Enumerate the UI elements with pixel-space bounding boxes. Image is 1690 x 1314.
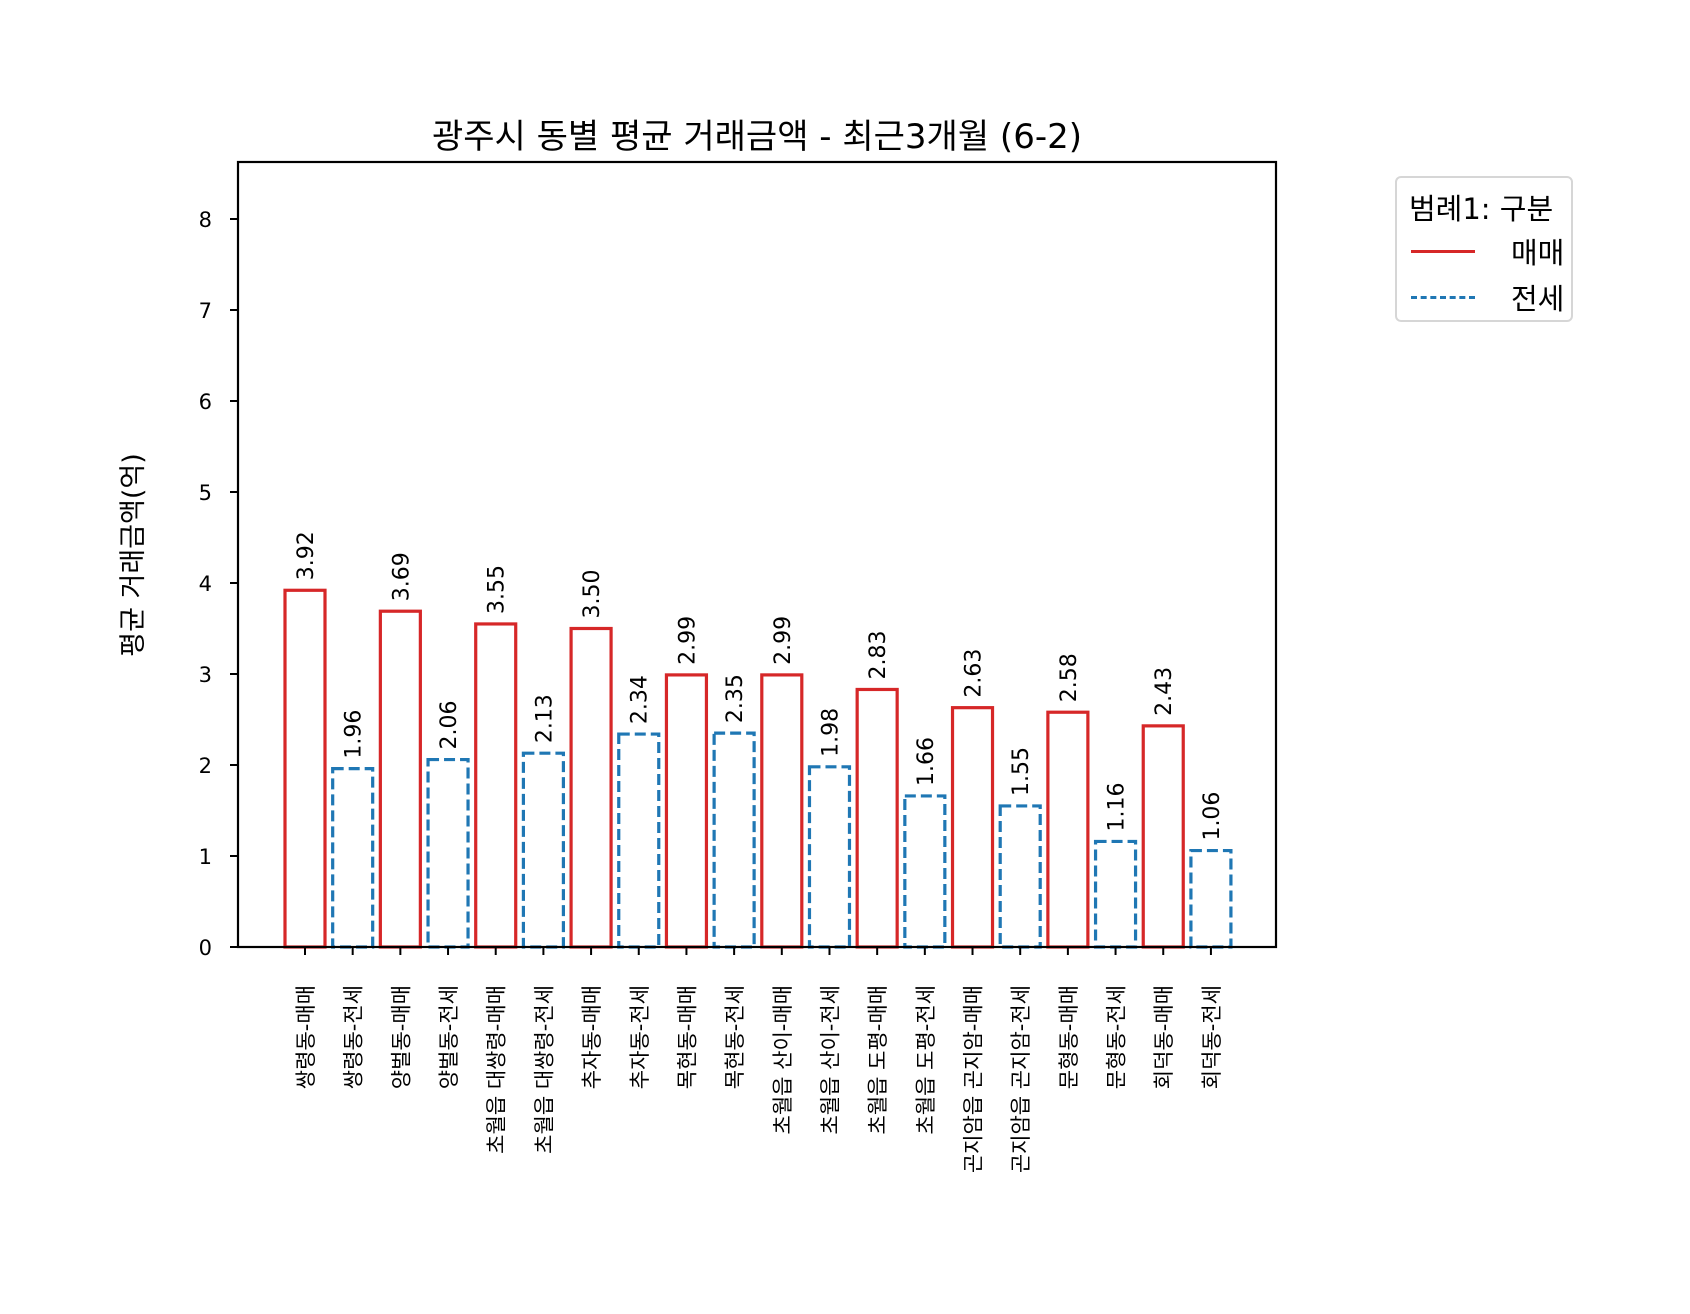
y-tick-label: 8 bbox=[199, 208, 212, 232]
x-tick-label: 회덕동-매매 bbox=[1152, 985, 1176, 1089]
x-axis: 쌍령동-매매 쌍령동-전세 양벌동-매매 양벌동-전세 초월읍 대쌍령-매매 초월읍 대쌍… bbox=[294, 947, 1224, 1173]
x-tick-label: 곤지암읍 곤지암-매매 bbox=[962, 985, 986, 1173]
legend-label: 전세 bbox=[1511, 282, 1565, 316]
value-label: 1.16 bbox=[1105, 782, 1130, 831]
value-label: 2.13 bbox=[532, 694, 557, 743]
x-tick-label: 양벌동-전세 bbox=[437, 985, 461, 1089]
bar-jeonse bbox=[1189, 848, 1233, 949]
bar-jeonse bbox=[1093, 839, 1138, 949]
value-label: 3.92 bbox=[294, 531, 319, 580]
bar-jeonse bbox=[998, 804, 1042, 949]
y-tick-label: 7 bbox=[199, 299, 212, 323]
value-label: 2.43 bbox=[1152, 667, 1177, 716]
value-label: 3.50 bbox=[580, 570, 605, 619]
value-label: 2.83 bbox=[866, 630, 891, 679]
legend-item-sale: 매매 bbox=[1409, 230, 1569, 270]
value-label: 1.06 bbox=[1200, 792, 1225, 841]
bar-jeonse bbox=[331, 767, 375, 949]
bar-sale bbox=[950, 706, 995, 949]
y-tick-label: 2 bbox=[199, 754, 212, 778]
bar-sale bbox=[474, 622, 518, 949]
value-label: 3.55 bbox=[485, 565, 510, 614]
y-tick-label: 6 bbox=[199, 390, 212, 414]
chart-title: 광주시 동별 평균 거래금액 - 최근3개월 (6-2) bbox=[432, 117, 1082, 157]
x-tick-label: 쌍령동-전세 bbox=[342, 985, 366, 1089]
y-tick-label: 5 bbox=[199, 481, 212, 505]
value-label: 3.69 bbox=[389, 552, 414, 601]
value-label: 2.35 bbox=[723, 674, 748, 723]
x-tick-label: 초월읍 산이-전세 bbox=[818, 985, 842, 1135]
x-tick-label: 목현동-전세 bbox=[723, 985, 747, 1089]
value-label: 1.98 bbox=[818, 708, 843, 757]
value-label: 2.63 bbox=[962, 649, 987, 698]
value-label: 1.55 bbox=[1009, 747, 1034, 796]
y-tick-label: 4 bbox=[199, 572, 212, 596]
y-tick-label: 0 bbox=[199, 936, 212, 960]
bar-jeonse bbox=[712, 731, 756, 949]
y-tick-label: 3 bbox=[199, 663, 212, 687]
bar-sale bbox=[378, 609, 422, 949]
value-label: 2.06 bbox=[437, 701, 462, 750]
y-tick-label: 1 bbox=[199, 845, 212, 869]
bar-sale bbox=[569, 626, 613, 949]
legend-item-jeonse: 전세 bbox=[1409, 276, 1569, 316]
bar-jeonse bbox=[617, 732, 661, 949]
bar-jeonse bbox=[807, 765, 852, 949]
value-label: 1.96 bbox=[342, 710, 367, 759]
x-tick-label: 양벌동-매매 bbox=[389, 985, 413, 1089]
bar-jeonse bbox=[426, 757, 470, 949]
x-tick-label: 초월읍 도평-매매 bbox=[866, 985, 890, 1135]
value-label: 2.99 bbox=[675, 616, 700, 665]
bar-sale bbox=[855, 687, 899, 949]
bar-sale bbox=[283, 588, 327, 949]
value-label: 2.58 bbox=[1057, 653, 1082, 702]
x-tick-label: 초월읍 대쌍령-매매 bbox=[485, 985, 509, 1154]
legend-label: 매매 bbox=[1511, 236, 1565, 270]
x-tick-label: 초월읍 도평-전세 bbox=[914, 985, 938, 1134]
bar-sale bbox=[760, 673, 804, 949]
legend: 범례1: 구분 매매 전세 bbox=[1395, 176, 1573, 322]
legend-title: 범례1: 구분 bbox=[1409, 192, 1554, 226]
x-tick-label: 곤지암읍 곤지암-전세 bbox=[1009, 985, 1033, 1173]
x-tick-label: 목현동-매매 bbox=[675, 985, 699, 1089]
bar-sale bbox=[1046, 710, 1090, 949]
bar-jeonse bbox=[521, 751, 566, 949]
bars: 3.92 1.96 3.69 2.06 3.55 2.13 3.50 2.34 2.99 2.35… bbox=[283, 531, 1233, 949]
x-tick-label: 초월읍 대쌍령-전세 bbox=[532, 985, 556, 1154]
x-tick-label: 추자동-매매 bbox=[580, 985, 604, 1089]
value-label: 2.99 bbox=[771, 616, 796, 665]
plot-frame bbox=[236, 160, 1278, 949]
value-label: 1.66 bbox=[914, 737, 939, 786]
x-tick-label: 회덕동-전세 bbox=[1200, 985, 1224, 1089]
solid-line-icon bbox=[1411, 250, 1475, 253]
x-tick-label: 쌍령동-매매 bbox=[294, 985, 318, 1089]
bar-sale bbox=[1141, 724, 1185, 949]
bar-jeonse bbox=[903, 794, 947, 949]
bar-sale bbox=[664, 673, 709, 949]
x-tick-label: 초월읍 산이-매매 bbox=[771, 985, 795, 1135]
y-axis-label: 평균 거래금액(억) bbox=[118, 453, 149, 657]
x-tick-label: 문형동-매매 bbox=[1057, 985, 1081, 1089]
x-tick-label: 문형동-전세 bbox=[1105, 985, 1129, 1089]
dashed-line-icon bbox=[1411, 296, 1475, 299]
y-axis: 0 1 2 3 4 5 6 7 8 bbox=[199, 208, 238, 960]
value-label: 2.34 bbox=[628, 675, 653, 724]
x-tick-label: 추자동-전세 bbox=[628, 985, 652, 1089]
